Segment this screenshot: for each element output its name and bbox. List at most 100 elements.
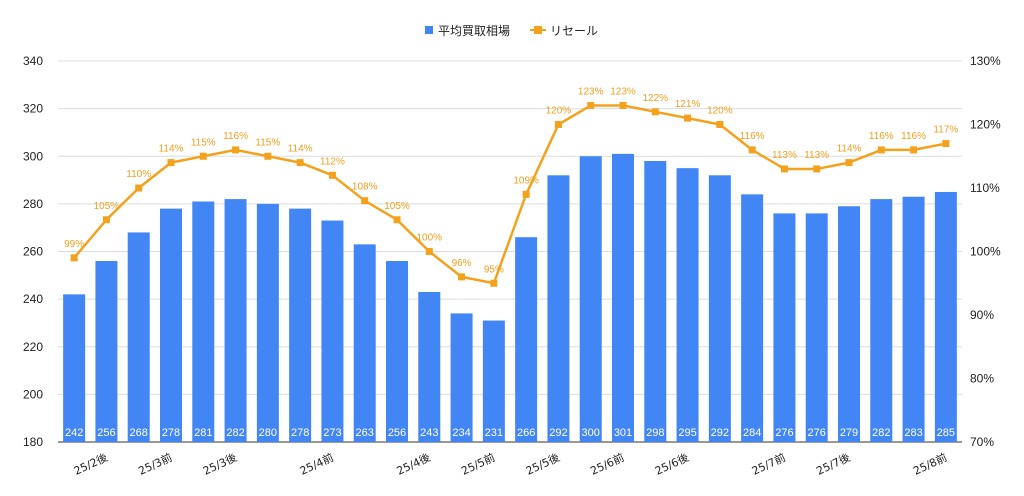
line-point (199, 152, 207, 160)
right-tick-label: 120% (970, 118, 1001, 132)
line-point (232, 146, 240, 154)
left-tick-label: 240 (23, 292, 43, 306)
bar-value-label: 231 (485, 427, 503, 439)
line-value-label: 120% (546, 106, 572, 117)
line-point (393, 216, 401, 224)
line-value-label: 121% (675, 99, 701, 110)
bar-value-labels: 242 256 268 278 281 282 280 278 273 263 256 243 234 2… (65, 427, 955, 439)
right-tick-label: 100% (970, 245, 1001, 259)
line-point (813, 165, 821, 173)
bar (127, 232, 150, 442)
bar-value-label: 295 (678, 427, 696, 439)
line-point (910, 146, 918, 154)
line-value-label: 109% (513, 175, 539, 186)
right-tick-label: 110% (970, 181, 1000, 195)
bar-value-label: 276 (775, 427, 793, 439)
bar (192, 201, 215, 442)
line-point (458, 273, 466, 281)
line-point (716, 121, 724, 128)
bar-value-label: 278 (162, 427, 180, 439)
bar (870, 199, 893, 442)
x-tick-label: 25/6後 (653, 450, 691, 478)
bar (256, 203, 279, 442)
line-point (328, 171, 336, 179)
line-point (780, 165, 788, 173)
right-axis-ticks: 70% 80% 90% 100% 110% 120% 130% (970, 54, 1001, 449)
legend-swatch-bars (425, 26, 433, 34)
right-tick-label: 130% (970, 54, 1001, 68)
left-tick-label: 280 (23, 197, 43, 211)
line-value-label: 116% (901, 131, 926, 142)
bar (773, 213, 796, 442)
line-point (522, 190, 530, 198)
line-value-label: 99% (64, 239, 84, 250)
legend-label-line: リセール (550, 24, 598, 38)
left-tick-label: 340 (23, 54, 43, 68)
left-tick-label: 260 (23, 245, 43, 259)
line-value-label: 100% (416, 233, 442, 244)
line-point (748, 146, 756, 154)
x-tick-label: 25/4後 (394, 450, 432, 478)
x-tick-label: 25/3前 (136, 450, 174, 478)
x-axis-ticks: 25/2後 25/3前 25/3後 25/4前 25/4後 25/5前 25/5後 25/6前… (71, 450, 949, 478)
x-tick-label: 25/3後 (201, 450, 239, 478)
bar-value-label: 281 (194, 427, 212, 439)
bar-value-label: 276 (808, 427, 826, 439)
right-tick-label: 70% (970, 435, 994, 449)
line-point (942, 140, 950, 148)
bar (418, 291, 441, 442)
line-value-label: 116% (740, 131, 765, 142)
line-point (554, 121, 562, 128)
bar (579, 156, 602, 442)
line-point (684, 114, 692, 122)
x-tick-label: 25/8前 (911, 450, 949, 478)
line-value-label: 96% (452, 258, 472, 269)
bar (741, 194, 764, 442)
line-point (651, 108, 659, 116)
line-value-label: 112% (320, 156, 345, 167)
bar (708, 175, 731, 443)
left-axis-ticks: 180 200 220 240 260 280 300 320 340 (23, 54, 43, 449)
bar-value-label: 282 (872, 427, 890, 439)
line-point (102, 216, 110, 224)
line-value-label: 115% (255, 137, 280, 148)
line-value-label: 114% (837, 144, 862, 155)
line-value-label: 114% (288, 144, 313, 155)
line-point (425, 248, 433, 255)
bar (644, 161, 667, 442)
line-value-label: 123% (610, 86, 636, 97)
line-value-label: 113% (804, 150, 829, 161)
bar (612, 153, 634, 442)
legend-swatch-line (534, 26, 542, 34)
line-point (845, 159, 853, 167)
bar-value-label: 280 (259, 427, 277, 439)
line-value-label: 113% (772, 150, 797, 161)
bar (482, 320, 505, 442)
right-tick-label: 90% (970, 308, 994, 322)
bar (321, 220, 344, 442)
bar (934, 191, 957, 442)
bar (95, 261, 118, 442)
bar-value-label: 242 (65, 427, 83, 439)
line-point (135, 184, 143, 192)
x-tick-label: 25/6前 (588, 450, 626, 478)
line-point (296, 159, 304, 167)
bar-value-label: 282 (226, 427, 244, 439)
line-point (361, 197, 369, 205)
line-value-labels: 99% 105% 110% 114% 115% 116% 115% 114% 112% 108% 1… (64, 86, 958, 275)
x-tick-label: 25/5前 (459, 450, 497, 478)
bar-value-label: 278 (291, 427, 309, 439)
line-value-label: 115% (191, 137, 216, 148)
right-tick-label: 80% (970, 372, 994, 386)
line-value-label: 122% (642, 93, 668, 104)
bar (515, 237, 538, 442)
line-point (877, 146, 885, 154)
legend[interactable]: 平均買取相場 リセール (425, 24, 598, 38)
bar-value-label: 266 (517, 427, 535, 439)
line-point (619, 101, 627, 109)
line-value-label: 116% (869, 131, 894, 142)
bar (838, 206, 860, 442)
bar (224, 199, 247, 442)
line-value-label: 117% (933, 125, 958, 136)
line-point (587, 101, 595, 109)
